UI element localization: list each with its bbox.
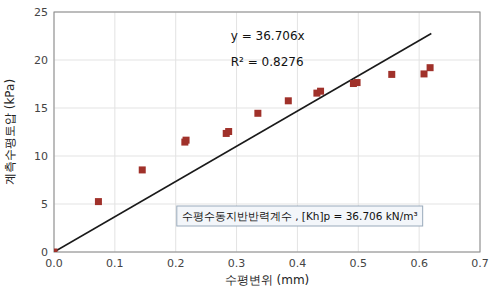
y-tick-label: 0 — [41, 246, 48, 259]
marks — [54, 34, 434, 252]
scatter-point — [421, 70, 428, 77]
y-grid-line — [54, 108, 480, 109]
y-tick-label: 5 — [41, 198, 48, 211]
regression-line — [54, 34, 431, 252]
scatter-point — [225, 128, 232, 135]
annotations: y = 36.706x R² = 0.8276 수평수동지반반력계수 , [Kh]p… — [177, 29, 423, 226]
scatter-point — [95, 198, 102, 205]
scatter-point — [354, 79, 361, 86]
scatter-point — [427, 64, 434, 71]
y-axis-label: 계측수평토압 (kPa) — [3, 79, 17, 185]
x-tick-label: 0.2 — [167, 257, 185, 270]
scatter-point — [285, 97, 292, 104]
y-tick-label: 25 — [34, 6, 48, 19]
y-grid-line — [54, 204, 480, 205]
y-grid-line — [54, 156, 480, 157]
y-tick-label: 15 — [34, 102, 48, 115]
y-tick-label: 20 — [34, 54, 48, 67]
scatter-point — [317, 88, 324, 95]
ticks: 0.00.10.20.30.40.50.60.70510152025 — [34, 6, 489, 270]
y-tick-label: 10 — [34, 150, 48, 163]
annotation-text: 수평수동지반반력계수 , [Kh]p = 36.706 kN/m³ — [182, 210, 418, 222]
x-tick-label: 0.3 — [228, 257, 246, 270]
annotation-box-frame — [177, 206, 423, 226]
annotation-box: 수평수동지반반력계수 , [Kh]p = 36.706 kN/m³ — [177, 206, 423, 226]
scatter-point — [254, 110, 261, 117]
x-tick-label: 0.4 — [289, 257, 307, 270]
equation-text: y = 36.706x — [231, 29, 305, 43]
plot-frame — [54, 12, 480, 252]
x-tick-label: 0.1 — [106, 257, 124, 270]
x-tick-label: 0.6 — [410, 257, 428, 270]
scatter-point — [388, 71, 395, 78]
x-axis-label: 수평변위 (mm) — [225, 273, 310, 287]
x-grid-line — [175, 12, 176, 252]
x-tick-label: 0.5 — [350, 257, 368, 270]
r2-text: R² = 0.8276 — [231, 55, 304, 69]
scatter-point — [183, 137, 190, 144]
scatter-point — [139, 166, 146, 173]
x-tick-label: 0.7 — [471, 257, 489, 270]
grid — [54, 12, 480, 252]
chart: 0.00.10.20.30.40.50.60.70510152025수평변위 (… — [0, 0, 494, 292]
scatter-point — [54, 249, 58, 253]
